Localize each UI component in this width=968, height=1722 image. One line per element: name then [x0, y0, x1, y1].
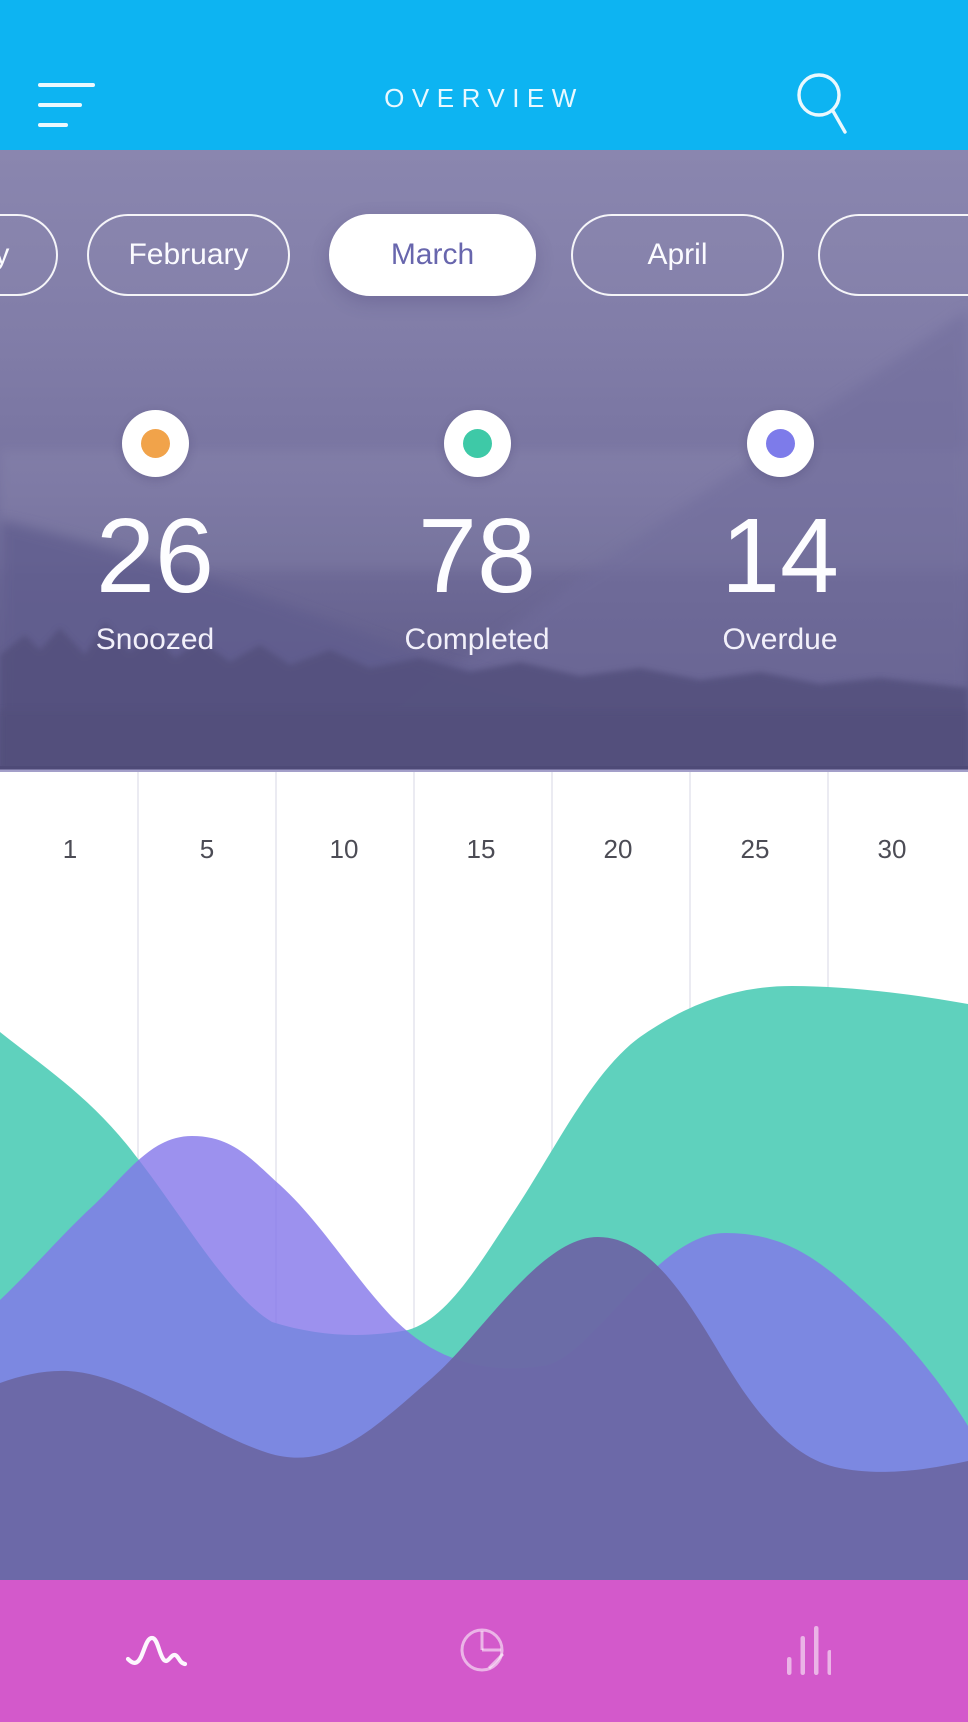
hero-photo-section: January February March April 26 Snoo — [0, 150, 968, 772]
tab-bar-chart[interactable] — [645, 1580, 968, 1722]
overdue-dot-icon — [765, 429, 795, 458]
page-title: OVERVIEW — [384, 83, 584, 113]
x-axis-tick-20: 20 — [603, 834, 633, 864]
snoozed-dot-icon — [140, 429, 170, 458]
month-pill-may[interactable] — [818, 214, 968, 296]
menu-button[interactable] — [38, 80, 98, 132]
monthly-trend-chart: 1 5 10 15 20 25 30 — [0, 772, 968, 1580]
stats-summary: 26 Snoozed 78 Completed 14 Overdue — [0, 150, 968, 772]
stat-completed-value: 78 — [418, 497, 536, 615]
tab-line-chart[interactable] — [0, 1580, 323, 1722]
x-axis-tick-10: 10 — [329, 834, 359, 864]
x-axis-tick-25: 25 — [740, 834, 770, 864]
x-axis-tick-15: 15 — [466, 834, 496, 864]
x-axis-tick-30: 30 — [877, 834, 907, 864]
wave-line-chart-icon — [126, 1635, 188, 1667]
stat-overdue-label: Overdue — [722, 623, 838, 656]
stat-snoozed: 26 Snoozed — [35, 410, 275, 657]
search-icon — [797, 73, 847, 134]
area-chart-canvas — [0, 772, 968, 1580]
app-header: OVERVIEW — [0, 0, 968, 150]
stat-completed: 78 Completed — [357, 410, 597, 657]
bottom-tab-bar — [0, 1580, 968, 1722]
photo-bottom-edge — [0, 766, 968, 772]
x-axis-tick-1: 1 — [62, 834, 78, 864]
stat-overdue-badge — [746, 410, 814, 477]
month-pill-march-selected[interactable]: March — [329, 214, 536, 296]
stat-snoozed-label: Snoozed — [95, 623, 215, 656]
month-pill-february[interactable]: February — [87, 214, 290, 296]
stat-snoozed-value: 26 — [96, 497, 214, 615]
completed-dot-icon — [462, 429, 492, 458]
tab-pie-chart[interactable] — [323, 1580, 646, 1722]
search-button[interactable] — [792, 68, 854, 138]
month-selector: January February March April — [0, 214, 968, 296]
x-axis-tick-5: 5 — [199, 834, 215, 864]
hamburger-icon — [38, 83, 95, 87]
stat-completed-badge — [443, 410, 511, 477]
month-pill-april[interactable]: April — [571, 214, 784, 296]
stat-snoozed-badge — [121, 410, 189, 477]
snoozed-area-series — [0, 1237, 968, 1580]
stat-overdue: 14 Overdue — [660, 410, 900, 657]
stat-completed-label: Completed — [404, 623, 550, 656]
bar-chart-icon — [786, 1626, 831, 1675]
stat-overdue-value: 14 — [721, 497, 839, 615]
pie-chart-icon — [460, 1628, 505, 1672]
